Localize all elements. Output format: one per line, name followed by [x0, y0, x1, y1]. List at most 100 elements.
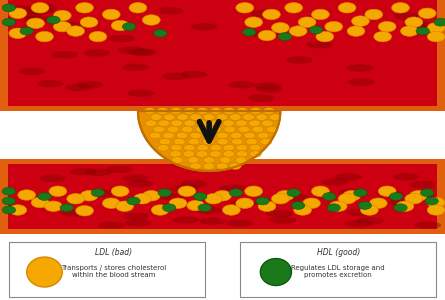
- Ellipse shape: [203, 163, 214, 169]
- Ellipse shape: [389, 193, 403, 200]
- Ellipse shape: [260, 259, 291, 286]
- Ellipse shape: [196, 151, 208, 157]
- Ellipse shape: [388, 199, 415, 206]
- Ellipse shape: [181, 71, 207, 78]
- Ellipse shape: [327, 204, 340, 212]
- Ellipse shape: [162, 73, 189, 80]
- Ellipse shape: [129, 2, 147, 13]
- Bar: [9, 242, 205, 297]
- Ellipse shape: [197, 108, 208, 114]
- Ellipse shape: [2, 206, 16, 214]
- Ellipse shape: [266, 210, 293, 218]
- Ellipse shape: [219, 184, 246, 192]
- Ellipse shape: [27, 7, 54, 15]
- Ellipse shape: [51, 51, 78, 59]
- Ellipse shape: [196, 126, 207, 133]
- Ellipse shape: [127, 48, 154, 56]
- Ellipse shape: [338, 2, 356, 13]
- Ellipse shape: [258, 201, 276, 211]
- Ellipse shape: [183, 151, 194, 157]
- Ellipse shape: [145, 120, 157, 127]
- Ellipse shape: [291, 202, 305, 209]
- Ellipse shape: [427, 32, 445, 42]
- Ellipse shape: [157, 108, 169, 114]
- Ellipse shape: [230, 114, 241, 120]
- Ellipse shape: [323, 193, 336, 200]
- Ellipse shape: [122, 174, 149, 182]
- Ellipse shape: [203, 157, 215, 164]
- Ellipse shape: [127, 180, 154, 188]
- Ellipse shape: [198, 204, 211, 212]
- Ellipse shape: [67, 26, 85, 36]
- Ellipse shape: [237, 108, 248, 114]
- Ellipse shape: [360, 205, 378, 215]
- Ellipse shape: [122, 212, 149, 220]
- Ellipse shape: [400, 26, 418, 36]
- Ellipse shape: [150, 132, 161, 139]
- Ellipse shape: [2, 187, 16, 195]
- Ellipse shape: [203, 114, 214, 120]
- Ellipse shape: [276, 190, 294, 201]
- Ellipse shape: [27, 257, 62, 287]
- Ellipse shape: [374, 32, 392, 42]
- Ellipse shape: [231, 132, 242, 139]
- Ellipse shape: [122, 64, 149, 71]
- Ellipse shape: [347, 64, 373, 72]
- Ellipse shape: [177, 114, 188, 120]
- Ellipse shape: [229, 81, 255, 88]
- Ellipse shape: [257, 132, 269, 139]
- Ellipse shape: [27, 18, 44, 28]
- Ellipse shape: [89, 190, 115, 197]
- Ellipse shape: [316, 32, 334, 42]
- Ellipse shape: [418, 8, 436, 19]
- Ellipse shape: [236, 120, 247, 127]
- Ellipse shape: [393, 12, 420, 20]
- Ellipse shape: [306, 41, 333, 49]
- Ellipse shape: [169, 198, 187, 208]
- Ellipse shape: [396, 201, 414, 211]
- Ellipse shape: [246, 138, 257, 145]
- Ellipse shape: [236, 198, 254, 208]
- Ellipse shape: [409, 181, 435, 188]
- Ellipse shape: [254, 82, 281, 90]
- Ellipse shape: [184, 145, 195, 151]
- Ellipse shape: [244, 132, 255, 139]
- Ellipse shape: [167, 126, 179, 133]
- Ellipse shape: [182, 126, 193, 133]
- Ellipse shape: [127, 89, 154, 97]
- Ellipse shape: [414, 221, 441, 229]
- Ellipse shape: [53, 10, 71, 21]
- Ellipse shape: [14, 11, 41, 19]
- Ellipse shape: [256, 114, 267, 120]
- Ellipse shape: [174, 138, 185, 145]
- Ellipse shape: [343, 190, 360, 201]
- Ellipse shape: [287, 189, 300, 197]
- Ellipse shape: [405, 17, 423, 28]
- Ellipse shape: [210, 126, 221, 133]
- Ellipse shape: [157, 7, 183, 14]
- Ellipse shape: [59, 21, 85, 29]
- Ellipse shape: [262, 120, 273, 127]
- Ellipse shape: [170, 151, 181, 157]
- Ellipse shape: [230, 200, 256, 207]
- Ellipse shape: [249, 120, 260, 127]
- Ellipse shape: [38, 193, 51, 200]
- Ellipse shape: [80, 190, 98, 201]
- Ellipse shape: [216, 114, 228, 120]
- Ellipse shape: [171, 157, 183, 164]
- Ellipse shape: [178, 186, 196, 196]
- Ellipse shape: [190, 163, 202, 169]
- Ellipse shape: [427, 22, 445, 33]
- Ellipse shape: [378, 21, 396, 32]
- Ellipse shape: [219, 157, 231, 164]
- Ellipse shape: [190, 132, 202, 139]
- Bar: [8, 164, 437, 229]
- Ellipse shape: [162, 204, 176, 212]
- Ellipse shape: [108, 35, 135, 42]
- Ellipse shape: [60, 209, 87, 217]
- Bar: [240, 242, 436, 297]
- Ellipse shape: [369, 198, 387, 208]
- Ellipse shape: [251, 31, 278, 38]
- Bar: [0, 0, 445, 111]
- Ellipse shape: [171, 120, 182, 127]
